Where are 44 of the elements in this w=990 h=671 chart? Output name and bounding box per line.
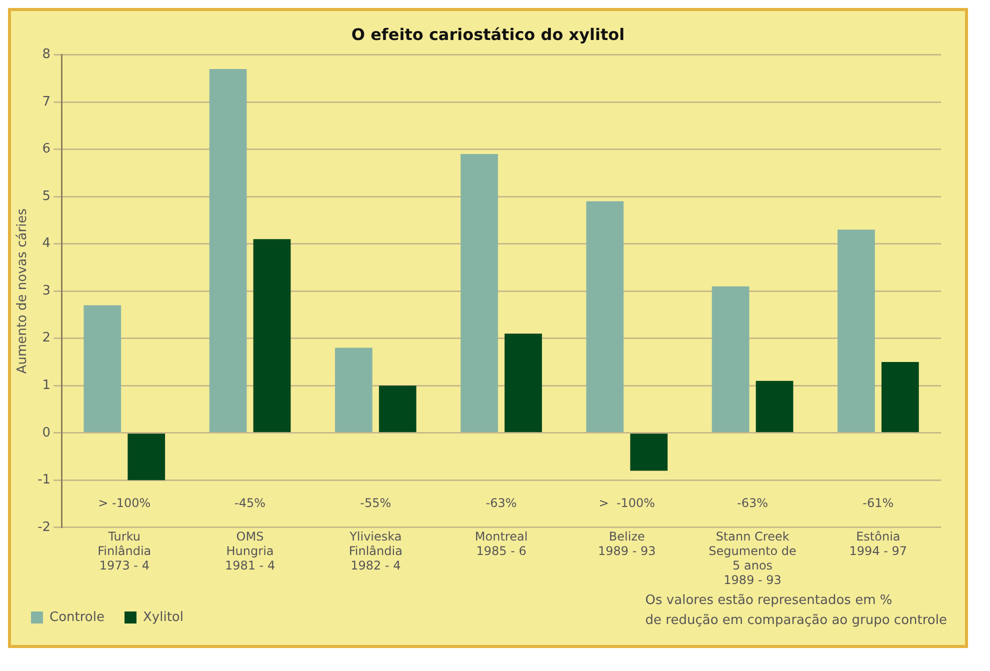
bar — [334, 348, 372, 432]
annotation: -45% — [234, 496, 266, 510]
y-tick-label: 7 — [42, 94, 51, 110]
bar — [253, 239, 291, 432]
bar — [756, 380, 794, 432]
y-tick-label: 2 — [42, 330, 51, 346]
bar — [378, 386, 416, 432]
x-tick-label: Belize 1989 - 93 — [598, 530, 656, 558]
y-tick-label: 8 — [42, 47, 51, 62]
annotation: > -100% — [98, 496, 151, 510]
y-tick-label: 0 — [42, 425, 51, 440]
annotation: > -100% — [598, 496, 656, 510]
bar — [712, 286, 750, 432]
bar — [881, 362, 919, 432]
x-tick-label: Turku Finlândia 1973 - 4 — [98, 530, 152, 573]
legend-label: Controle — [50, 610, 104, 625]
chart-title: O efeito cariostático do xylitol — [350, 24, 626, 44]
annotation: -55% — [360, 496, 392, 510]
x-tick-label: Stann Creek Segumento de 5 anos 1989 - 93 — [708, 530, 796, 587]
x-tick-label: OMS Hungria 1981 - 4 — [224, 530, 276, 573]
bar — [128, 434, 166, 480]
x-tick-label: Ylivieska Finlândia 1982 - 4 — [348, 530, 402, 573]
y-tick-label: 5 — [42, 188, 51, 204]
annotation: -61% — [862, 496, 894, 510]
y-axis-title: Aumento de novas cáries — [15, 208, 30, 374]
x-tick-label: Montreal 1985 - 6 — [474, 530, 528, 558]
text: Os valores estão representados em % de redução em comparação ao grupo controle — [645, 592, 947, 630]
bar — [630, 434, 668, 471]
y-tick-label: -1 — [38, 472, 51, 488]
bar — [460, 154, 498, 432]
y-tick-label: 1 — [42, 378, 51, 393]
y-tick-label: 4 — [42, 236, 51, 252]
legend-label: Xylitol — [142, 610, 184, 625]
y-tick-label: 6 — [42, 142, 51, 157]
x-tick-label: Estônia 1994 - 97 — [849, 530, 908, 558]
bar — [586, 201, 624, 432]
bar — [838, 230, 875, 432]
bar — [209, 68, 247, 432]
annotation: -63% — [737, 496, 768, 510]
bar — [84, 305, 122, 432]
bar — [504, 334, 542, 432]
y-tick-label: 3 — [42, 283, 51, 298]
annotation: -63% — [486, 496, 517, 510]
y-tick-label: -2 — [38, 520, 51, 535]
